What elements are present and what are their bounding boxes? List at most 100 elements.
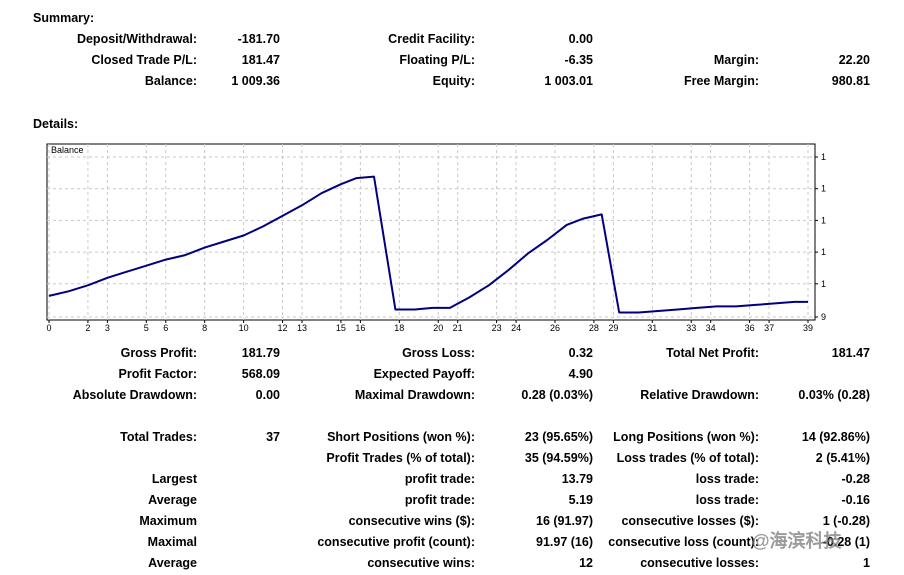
long-positions-value: 14 (92.86%)	[801, 430, 870, 444]
chart-x-tick-label: 6	[163, 323, 168, 333]
equity-label: Equity:	[432, 74, 475, 88]
gross-profit-value: 181.79	[241, 346, 280, 360]
chart-title: Balance	[51, 145, 84, 155]
largest-profit-label: profit trade:	[404, 472, 475, 486]
relative-drawdown-label: Relative Drawdown:	[640, 388, 759, 402]
chart-x-tick-label: 29	[608, 323, 618, 333]
total-net-profit-label: Total Net Profit:	[666, 346, 759, 360]
max-consecutive-losses-label: consecutive losses ($):	[621, 514, 759, 528]
chart-x-tick-label: 15	[336, 323, 346, 333]
profit-trades-value: 35 (94.59%)	[524, 451, 593, 465]
max-consecutive-losses-value: 1 (-0.28)	[822, 514, 870, 528]
details-heading: Details:	[33, 117, 79, 131]
maximal-drawdown-label: Maximal Drawdown:	[354, 388, 475, 402]
chart-x-tick-label: 0	[46, 323, 51, 333]
loss-trades-value: 2 (5.41%)	[815, 451, 870, 465]
chart-y-tick-label: 1016	[821, 279, 826, 289]
gross-profit-label: Gross Profit:	[120, 346, 197, 360]
largest-loss-value: -0.28	[841, 472, 871, 486]
chart-x-tick-label: 20	[433, 323, 443, 333]
avg-consecutive-wins-label: consecutive wins:	[367, 556, 475, 570]
expected-payoff-label: Expected Payoff:	[373, 367, 475, 381]
chart-x-tick-label: 3	[105, 323, 110, 333]
average-consecutive-label: Average	[148, 556, 197, 570]
chart-y-tick-label: 994	[821, 312, 826, 322]
chart-x-tick-label: 36	[745, 323, 755, 333]
chart-x-tick-label: 23	[492, 323, 502, 333]
largest-profit-value: 13.79	[561, 472, 593, 486]
chart-x-tick-label: 31	[647, 323, 657, 333]
maximal-consecutive-profit-label: consecutive profit (count):	[317, 535, 475, 549]
maximal-consecutive-loss-value: -0.28 (1)	[822, 535, 870, 549]
expected-payoff-value: 4.90	[568, 367, 593, 381]
chart-x-tick-label: 8	[202, 323, 207, 333]
floating-value: -6.35	[564, 53, 594, 67]
deposit-label: Deposit/Withdrawal:	[76, 32, 197, 46]
average-profit-label: profit trade:	[404, 493, 475, 507]
balance-value: 1 009.36	[231, 74, 280, 88]
avg-consecutive-wins-value: 12	[579, 556, 593, 570]
chart-x-tick-label: 26	[550, 323, 560, 333]
chart-x-tick-label: 12	[278, 323, 288, 333]
avg-consecutive-losses-value: 1	[863, 556, 870, 570]
maximal-consecutive-profit-value: 91.97 (16)	[536, 535, 593, 549]
free-margin-value: 980.81	[831, 74, 870, 88]
maximal-consecutive-loss-label: consecutive loss (count):	[608, 535, 759, 549]
chart-x-tick-label: 33	[686, 323, 696, 333]
balance-label: Balance:	[144, 74, 197, 88]
max-consecutive-wins-label: consecutive wins ($):	[348, 514, 475, 528]
credit-label: Credit Facility:	[388, 32, 475, 46]
summary-heading: Summary:	[33, 11, 95, 25]
chart-x-tick-label: 24	[511, 323, 521, 333]
largest-label: Largest	[151, 472, 197, 486]
long-positions-label: Long Positions (won %):	[613, 430, 759, 444]
maximal-label: Maximal	[147, 535, 197, 549]
chart-x-tick-label: 34	[706, 323, 716, 333]
chart-x-tick-label: 18	[394, 323, 404, 333]
largest-loss-label: loss trade:	[695, 472, 759, 486]
chart-y-tick-label: 1079	[821, 184, 826, 194]
total-trades-value: 37	[266, 430, 280, 444]
average-label: Average	[148, 493, 197, 507]
maximal-drawdown-value: 0.28 (0.03%)	[521, 388, 593, 402]
chart-y-tick-label: 1100	[821, 152, 826, 162]
gross-loss-label: Gross Loss:	[402, 346, 475, 360]
balance-chart: 1100107910581037101699402356810121315161…	[46, 143, 826, 333]
short-positions-value: 23 (95.65%)	[524, 430, 593, 444]
gross-loss-value: 0.32	[568, 346, 593, 360]
floating-label: Floating P/L:	[399, 53, 475, 67]
chart-x-tick-label: 16	[355, 323, 365, 333]
chart-x-tick-label: 37	[764, 323, 774, 333]
chart-x-tick-label: 21	[453, 323, 463, 333]
chart-x-tick-label: 39	[803, 323, 813, 333]
profit-factor-value: 568.09	[241, 367, 280, 381]
equity-value: 1 003.01	[544, 74, 593, 88]
maximum-label: Maximum	[139, 514, 197, 528]
chart-x-tick-label: 10	[239, 323, 249, 333]
chart-x-tick-label: 2	[85, 323, 90, 333]
chart-x-tick-label: 13	[297, 323, 307, 333]
balance-series-line	[48, 175, 808, 314]
margin-value: 22.20	[838, 53, 870, 67]
profit-trades-label: Profit Trades (% of total):	[326, 451, 475, 465]
short-positions-label: Short Positions (won %):	[327, 430, 475, 444]
absolute-drawdown-value: 0.00	[255, 388, 280, 402]
loss-trades-label: Loss trades (% of total):	[616, 451, 759, 465]
total-trades-label: Total Trades:	[120, 430, 197, 444]
average-loss-value: -0.16	[841, 493, 871, 507]
profit-factor-label: Profit Factor:	[118, 367, 197, 381]
chart-x-tick-label: 28	[589, 323, 599, 333]
chart-y-tick-label: 1058	[821, 215, 826, 225]
total-net-profit-value: 181.47	[831, 346, 870, 360]
credit-value: 0.00	[568, 32, 593, 46]
average-loss-label: loss trade:	[695, 493, 759, 507]
margin-label: Margin:	[713, 53, 759, 67]
chart-y-tick-label: 1037	[821, 247, 826, 257]
closed-trade-label: Closed Trade P/L:	[91, 53, 197, 67]
absolute-drawdown-label: Absolute Drawdown:	[72, 388, 197, 402]
avg-consecutive-losses-label: consecutive losses:	[640, 556, 759, 570]
watermark-text: @海滨科技	[752, 531, 842, 551]
free-margin-label: Free Margin:	[683, 74, 759, 88]
average-profit-value: 5.19	[568, 493, 593, 507]
deposit-value: -181.70	[237, 32, 280, 46]
